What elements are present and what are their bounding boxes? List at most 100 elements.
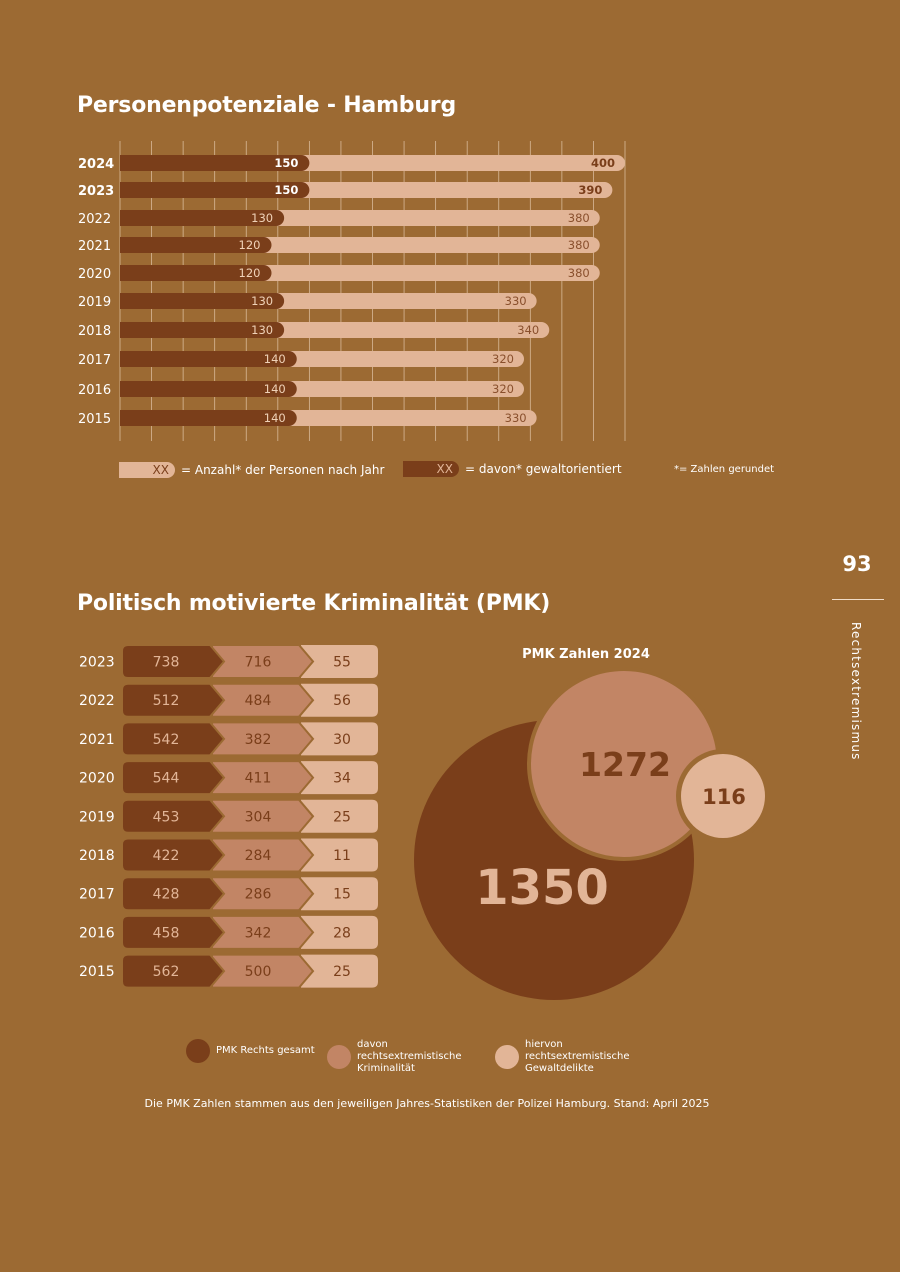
bar-violent-label: 120 [239,238,261,252]
pmk-value-total: 544 [153,771,180,787]
pmk-cell-total [121,760,226,796]
bar-violent [120,351,297,367]
bar-total-label: 340 [517,323,539,337]
bar-violent-label: 150 [274,183,298,197]
bar-category-label: 2017 [78,353,111,368]
pmk-value-total: 428 [153,887,180,903]
bar-violent-label: 140 [264,352,286,366]
bar-category-label: 2019 [78,295,111,310]
pmk-legend-extremist-dot [327,1045,351,1069]
pmk-cell-extremist [211,837,315,873]
pmk-legend-total-dot [186,1039,210,1063]
pmk-value-total: 738 [153,655,180,671]
pmk-legend-total-label: PMK Rechts gesamt [216,1045,315,1056]
pmk-value-extremist: 284 [245,848,272,864]
pmk-cell-extremist [211,644,315,679]
pmk-value-violent: 56 [333,693,351,709]
personenpotenziale-title: Personenpotenziale - Hamburg [77,93,457,118]
pmk-value-extremist: 411 [245,771,272,787]
rounding-note: *= Zahlen gerundet [674,464,775,475]
pmk-source-note: Die PMK Zahlen stammen aus den jeweilige… [144,1097,710,1110]
pmk-cell-violent [301,722,378,756]
pmk-cell-extremist [211,798,315,834]
bubble-violent-value: 116 [702,785,746,809]
pmk-value-violent: 28 [333,925,351,941]
pmk-row-year: 2016 [79,925,115,941]
pmk-value-total: 512 [153,693,180,709]
pmk-value-violent: 34 [333,771,351,787]
pmk-value-violent: 55 [333,655,351,671]
pmk-circle-title: PMK Zahlen 2024 [522,647,650,662]
pmk-value-extremist: 382 [245,732,272,748]
pmk-cell-total [121,644,226,679]
bar-category-label: 2015 [78,412,111,427]
pmk-value-total: 422 [153,848,180,864]
pmk-cell-violent [301,761,378,795]
bar-violent-label: 120 [239,266,261,280]
bar-total-label: 380 [568,211,590,225]
legend-violent-swatch: XX [403,461,459,477]
bar-violent [120,155,310,171]
pmk-cell-extremist [211,760,315,796]
bar-violent [120,322,285,338]
pmk-value-extremist: 286 [245,887,272,903]
section-label: Rechtsextremismus [849,622,863,761]
pmk-cell-total [121,953,226,989]
pmk-value-total: 542 [153,732,180,748]
bubble-extremist [531,671,717,857]
bar-total-label: 380 [568,238,590,252]
pmk-cell-total [121,876,226,912]
bar-violent [120,381,297,397]
pmk-cell-total [121,798,226,834]
bar-category-label: 2024 [78,157,114,172]
pmk-cell-violent [301,915,378,949]
bar-total-label: 380 [568,266,590,280]
bar-category-label: 2020 [78,267,111,282]
pmk-value-extremist: 484 [245,693,272,709]
bar-violent [120,237,272,253]
bar-violent [120,182,310,198]
legend-violent: XX = davon* gewaltorientiert [403,461,622,477]
bubble-extremist-outline [527,667,721,861]
bar-category-label: 2022 [78,212,111,227]
bar-violent-label: 130 [251,323,273,337]
bubble-total-value: 1350 [475,860,609,916]
pmk-cell-total [121,837,226,873]
legend-total-label: = Anzahl* der Personen nach Jahr [181,463,385,477]
pmk-row-year: 2019 [79,809,115,825]
pmk-row-year: 2023 [79,655,115,671]
pmk-cell-extremist [211,876,315,912]
bar-violent [120,293,285,309]
pmk-value-extremist: 342 [245,925,272,941]
bar-violent [120,410,297,426]
pmk-value-violent: 25 [333,809,351,825]
bar-category-label: 2016 [78,383,111,398]
bar-violent-label: 150 [274,156,298,170]
pmk-row-year: 2022 [79,693,115,709]
bar-category-label: 2018 [78,324,111,339]
pmk-legend-violent-label: hiervon rechtsextremistische Gewaltdelik… [525,1039,630,1074]
bar-violent [120,265,272,281]
pmk-cell-violent [301,799,378,833]
bubble-total [414,720,694,1000]
pmk-row-year: 2017 [79,887,115,903]
bar-violent-label: 140 [264,411,286,425]
pmk-row-year: 2021 [79,732,115,748]
legend-total-swatch: XX [119,462,175,478]
pmk-value-violent: 25 [333,964,351,980]
pmk-value-extremist: 500 [245,964,272,980]
pmk-cell-total [121,914,226,950]
pmk-cell-extremist [211,953,315,989]
pmk-legend-extremist-label: davon rechtsextremistische Kriminalität [357,1039,462,1074]
pmk-legend-violent: hiervon rechtsextremistische Gewaltdelik… [495,1039,670,1075]
bar-category-label: 2023 [78,184,114,199]
pmk-value-extremist: 716 [245,655,272,671]
pmk-cell-violent [301,838,378,872]
pmk-cell-violent [301,877,378,911]
bar-total-label: 320 [492,352,514,366]
bar-violent-label: 130 [251,294,273,308]
pmk-cell-total [121,682,226,718]
bubble-violent-outline [676,749,770,843]
pmk-cell-extremist [211,914,315,950]
bar-violent [120,210,285,226]
